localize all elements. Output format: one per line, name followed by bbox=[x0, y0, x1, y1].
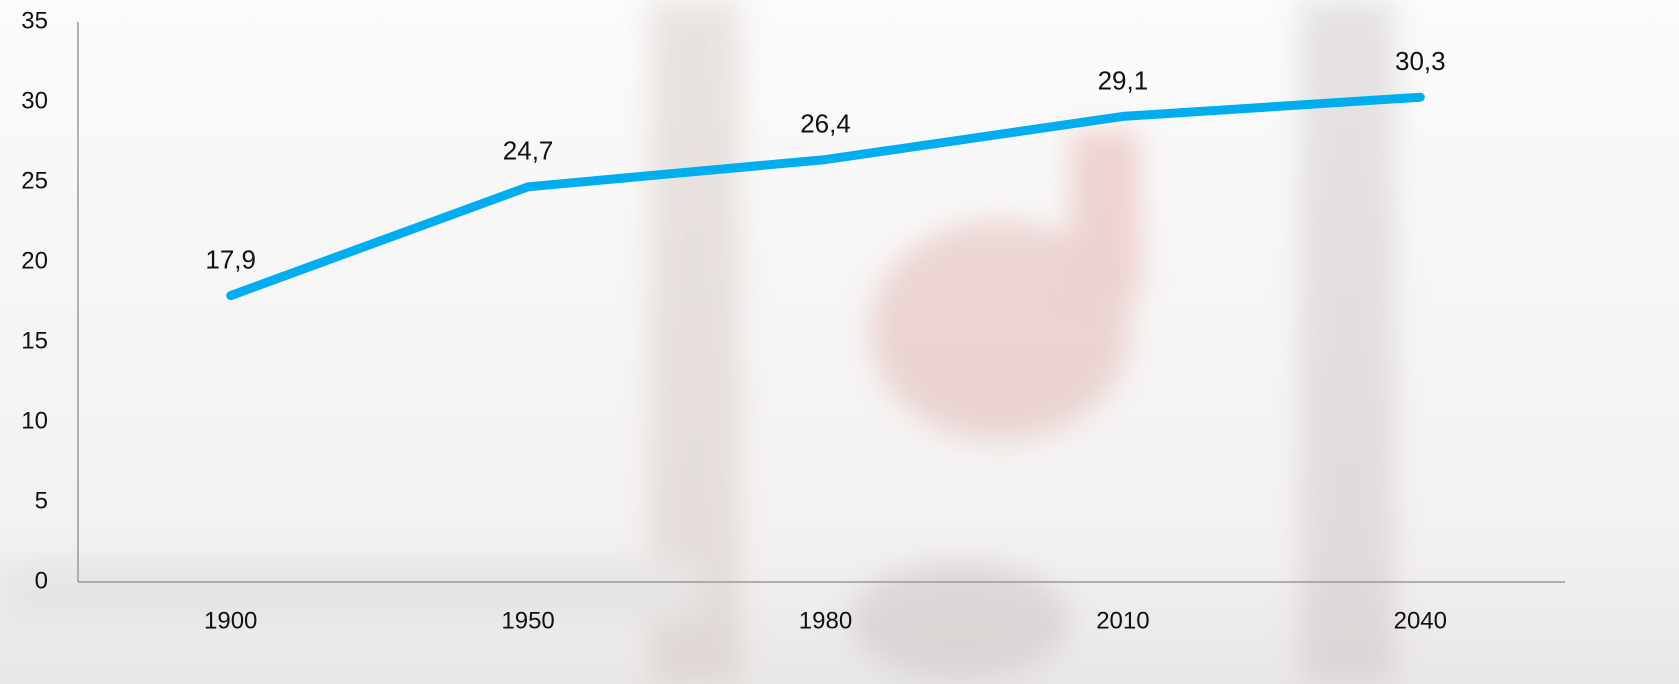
data-label: 29,1 bbox=[1098, 65, 1149, 95]
y-tick-label: 15 bbox=[21, 327, 48, 354]
page: {"chart_data": {"type": "line", "categor… bbox=[0, 0, 1679, 684]
x-tick-label: 2010 bbox=[1096, 607, 1149, 634]
y-tick-label: 30 bbox=[21, 87, 48, 114]
y-tick-label: 5 bbox=[35, 487, 48, 514]
x-tick-label: 1950 bbox=[501, 607, 554, 634]
data-label: 26,4 bbox=[800, 108, 851, 138]
y-tick-label: 20 bbox=[21, 247, 48, 274]
y-tick-label: 0 bbox=[35, 567, 48, 594]
x-tick-label: 1900 bbox=[204, 607, 257, 634]
data-label: 17,9 bbox=[205, 244, 256, 274]
y-tick-label: 10 bbox=[21, 407, 48, 434]
chart: 0 5 10 15 20 25 30 35 1900 1950 1980 2010 2040 17,9 24… bbox=[0, 0, 1679, 684]
y-tick-label: 35 bbox=[21, 7, 48, 34]
x-tick-label: 2040 bbox=[1394, 607, 1447, 634]
x-tick-label: 1980 bbox=[799, 607, 852, 634]
y-tick-label: 25 bbox=[21, 167, 48, 194]
data-label: 30,3 bbox=[1395, 46, 1446, 76]
data-label: 24,7 bbox=[503, 136, 554, 166]
